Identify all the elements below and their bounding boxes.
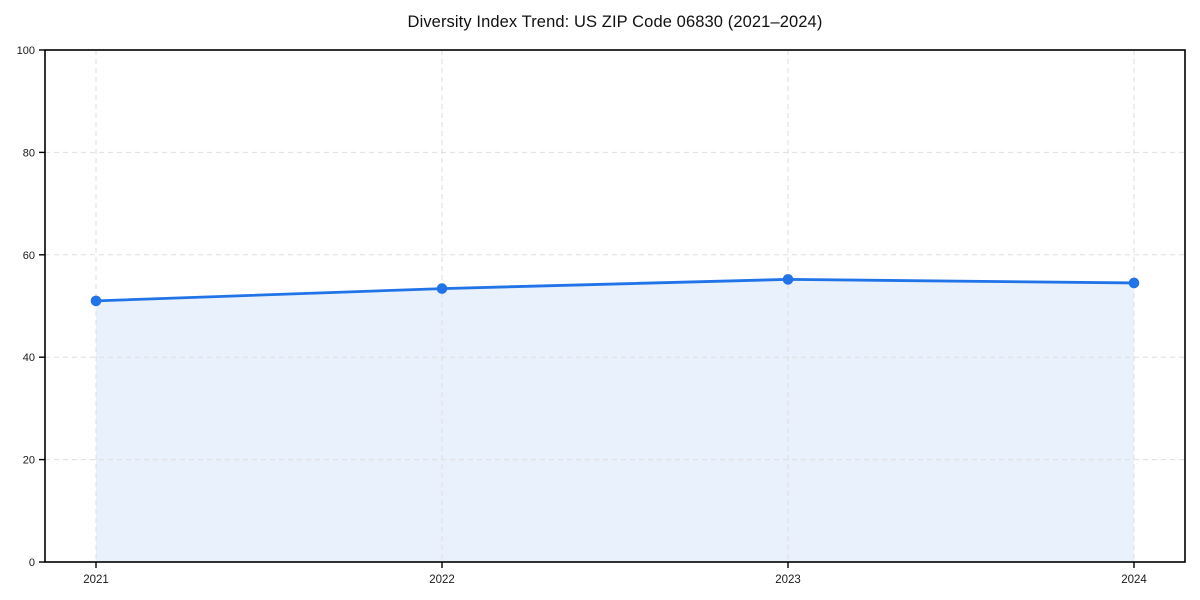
y-tick-label: 100 <box>17 45 35 57</box>
y-tick-label: 20 <box>23 455 35 467</box>
x-tick-label: 2022 <box>429 574 455 586</box>
x-tick-label: 2023 <box>775 574 801 586</box>
y-tick-label: 80 <box>23 147 35 159</box>
chart-title: Diversity Index Trend: US ZIP Code 06830… <box>407 13 823 31</box>
area-fill <box>96 279 1134 562</box>
x-tick-label: 2024 <box>1121 574 1147 586</box>
plot-frame <box>44 49 1186 563</box>
x-tick-label: 2021 <box>83 574 109 586</box>
y-tick-label: 40 <box>23 352 35 364</box>
y-tick-label: 60 <box>23 250 35 262</box>
data-point-2021 <box>90 295 102 307</box>
y-tick-label: 0 <box>29 557 35 569</box>
trend-line <box>94 277 1136 303</box>
data-point-2023 <box>782 274 794 285</box>
data-point-2024 <box>1128 277 1140 289</box>
data-point-2022 <box>436 283 448 294</box>
